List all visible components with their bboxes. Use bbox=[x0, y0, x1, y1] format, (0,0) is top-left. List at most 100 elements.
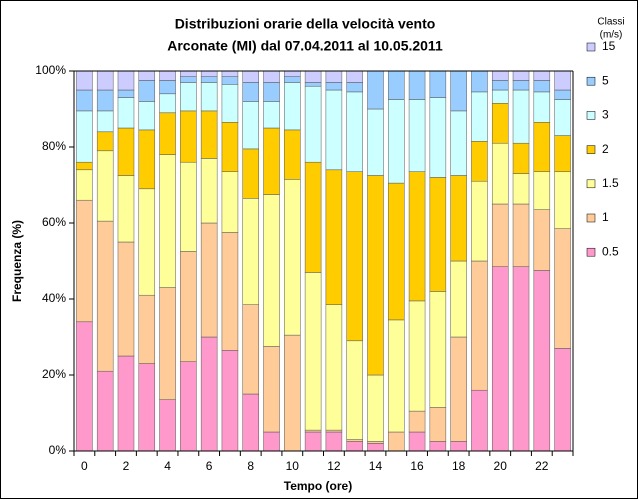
bar-segment bbox=[450, 70, 467, 112]
bar-segment bbox=[242, 101, 259, 150]
bar-segment bbox=[408, 70, 426, 100]
x-tick-label: 8 bbox=[247, 459, 254, 473]
bar-segment bbox=[533, 209, 551, 271]
y-tick-label: 0% bbox=[49, 443, 67, 457]
bar-segment bbox=[117, 97, 135, 129]
bar-segment bbox=[512, 142, 530, 174]
x-tick-label: 12 bbox=[327, 459, 341, 473]
bar-segment bbox=[491, 142, 509, 205]
bar-segment bbox=[471, 260, 488, 391]
bar-segment bbox=[221, 232, 239, 351]
bar-segment bbox=[242, 393, 259, 452]
bar-segment bbox=[304, 429, 322, 433]
bar-segment bbox=[180, 82, 197, 112]
bar-segment bbox=[96, 370, 114, 452]
legend-label: 1.5 bbox=[602, 176, 619, 190]
bar-segment bbox=[554, 99, 571, 136]
bar-segment bbox=[138, 80, 156, 102]
bar-segment bbox=[429, 97, 447, 178]
bar-segment bbox=[367, 175, 384, 376]
bar-segment bbox=[221, 350, 239, 452]
bar-segment bbox=[96, 110, 114, 133]
bar-segment bbox=[200, 222, 218, 338]
x-tick-label: 0 bbox=[81, 459, 88, 473]
bar-segment bbox=[117, 355, 135, 452]
bar-segment bbox=[96, 150, 114, 222]
bar-segment bbox=[367, 441, 384, 444]
bar-segment bbox=[325, 70, 343, 83]
y-axis-title: Frequenza (%) bbox=[10, 220, 24, 302]
bar-segment bbox=[200, 110, 218, 159]
bar-segment bbox=[284, 76, 301, 83]
bar-segment bbox=[388, 182, 405, 321]
bar-segment bbox=[96, 70, 114, 91]
chart-subtitle: Arconate (MI) dal 07.04.2011 al 10.05.20… bbox=[167, 38, 443, 54]
bar-segment bbox=[304, 82, 322, 87]
bar-segment bbox=[159, 70, 176, 81]
bar-segment bbox=[180, 76, 197, 83]
bar-segment bbox=[408, 171, 426, 302]
bar-segment bbox=[554, 228, 571, 349]
bar-segment bbox=[367, 108, 384, 176]
bar-segment bbox=[76, 169, 93, 201]
bar-segment bbox=[96, 131, 114, 152]
bar-segment bbox=[200, 158, 218, 224]
bar-segment bbox=[180, 251, 197, 362]
bar-segment bbox=[408, 431, 426, 452]
bar-segment bbox=[388, 319, 405, 433]
bar-segment bbox=[325, 89, 343, 171]
legend-label: 1 bbox=[602, 210, 609, 224]
bar-segment bbox=[304, 272, 322, 431]
bar-segment bbox=[471, 141, 488, 182]
bar-segment bbox=[429, 407, 447, 442]
bar-segment bbox=[242, 304, 259, 395]
bar-segment bbox=[325, 431, 343, 452]
bar-segment bbox=[263, 127, 280, 195]
bar-segment bbox=[242, 198, 259, 305]
bar-segment bbox=[346, 340, 363, 440]
bar-segment bbox=[304, 431, 322, 452]
bar-segment bbox=[159, 93, 176, 114]
x-tick-label: 22 bbox=[535, 459, 549, 473]
bar-segment bbox=[471, 70, 488, 93]
bar-segment bbox=[76, 89, 93, 112]
bar-segment bbox=[491, 266, 509, 452]
bar-segment bbox=[138, 363, 156, 452]
chart-title: Distribuzioni orarie della velocità vent… bbox=[175, 16, 436, 32]
bar-segment bbox=[284, 334, 301, 452]
legend-swatch bbox=[586, 213, 596, 223]
x-axis-title: Tempo (ore) bbox=[284, 479, 352, 493]
bar-segment bbox=[180, 361, 197, 452]
bar-segment bbox=[325, 304, 343, 431]
bar-segment bbox=[533, 270, 551, 452]
bar-segment bbox=[429, 177, 447, 292]
x-tick-label: 14 bbox=[369, 459, 383, 473]
legend-label: 3 bbox=[602, 108, 609, 122]
bar-segment bbox=[512, 173, 530, 205]
x-tick-label: 4 bbox=[164, 459, 171, 473]
bar-segment bbox=[554, 348, 571, 452]
y-tick-label: 100% bbox=[35, 63, 66, 77]
legend-title: Classi bbox=[597, 17, 624, 28]
bar-segment bbox=[367, 443, 384, 452]
bar-segment bbox=[554, 70, 571, 91]
bar-segment bbox=[450, 336, 467, 442]
bar-segment bbox=[200, 82, 218, 112]
bar-segment bbox=[284, 82, 301, 131]
legend-label: 15 bbox=[602, 39, 616, 53]
bar-segment bbox=[491, 80, 509, 91]
bar-segment bbox=[346, 82, 363, 93]
bar-segment bbox=[117, 127, 135, 176]
bar-segment bbox=[325, 82, 343, 91]
bar-segment bbox=[325, 429, 343, 433]
x-tick-label: 16 bbox=[410, 459, 424, 473]
bar-segment bbox=[159, 399, 176, 452]
bar-segment bbox=[76, 70, 93, 91]
legend-swatch bbox=[586, 42, 596, 52]
bar-segment bbox=[304, 85, 322, 163]
bar-segment bbox=[200, 70, 218, 77]
bar-segment bbox=[221, 171, 239, 233]
bar-segment bbox=[533, 91, 551, 123]
bar-segment bbox=[533, 70, 551, 81]
legend-label: 2 bbox=[602, 142, 609, 156]
